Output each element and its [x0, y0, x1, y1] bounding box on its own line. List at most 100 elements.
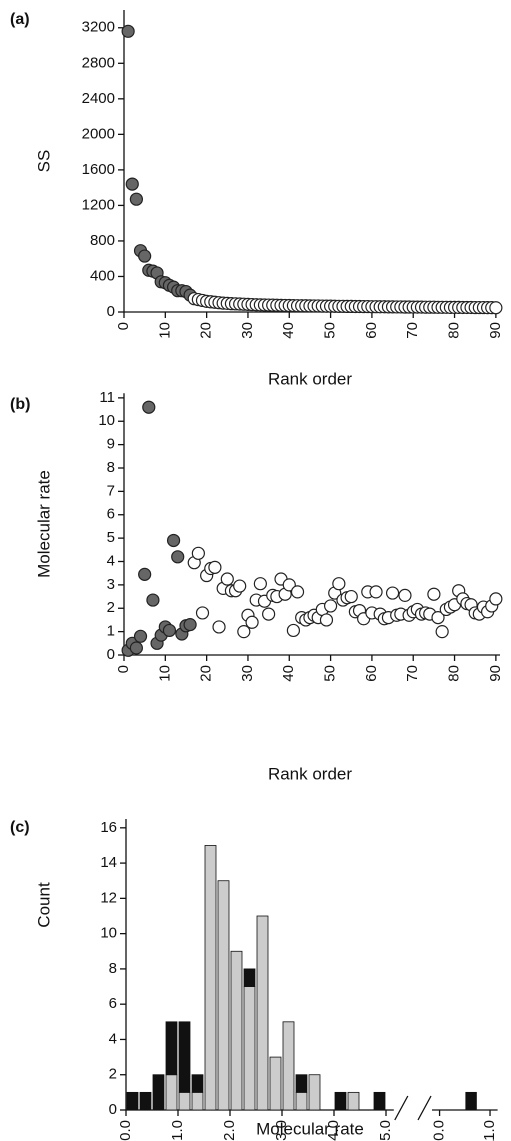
- point: [237, 625, 251, 639]
- panel-label: (a): [10, 11, 30, 28]
- y-tick-label: 2: [109, 1066, 117, 1083]
- x-tick-label: 30: [239, 322, 256, 339]
- x-tick-label: 80: [446, 665, 463, 682]
- point: [146, 593, 160, 607]
- y-axis-title: SS: [34, 150, 53, 173]
- x-axis-title: Molecular rate: [256, 1119, 364, 1138]
- x-tick-label: 3.0: [273, 1120, 290, 1141]
- x-tick-label: 90: [487, 665, 504, 682]
- bar-segment: [334, 1091, 347, 1111]
- point: [332, 577, 346, 591]
- y-tick-label: 14: [100, 854, 117, 871]
- point: [245, 615, 259, 629]
- bar-segment: [295, 1091, 308, 1111]
- y-tick-label: 1600: [82, 161, 115, 178]
- bar-segment: [139, 1091, 152, 1111]
- y-tick-label: 2000: [82, 125, 115, 142]
- x-tick-label: 60: [363, 665, 380, 682]
- x-tick-label: 0: [115, 322, 132, 330]
- bar-segment: [178, 1021, 191, 1093]
- x-tick-label: 0: [115, 665, 132, 673]
- bar-segment: [465, 1091, 477, 1111]
- x-tick-label: 90: [487, 322, 504, 339]
- bar-segment: [256, 915, 269, 1111]
- x-tick-label: 20: [198, 665, 215, 682]
- axis-break: [417, 1095, 432, 1121]
- point: [133, 629, 148, 643]
- y-tick-label: 0: [109, 1101, 117, 1118]
- x-tick-label: 40: [280, 322, 297, 339]
- x-tick-label: 70: [404, 322, 421, 339]
- x-tick-label: 2.0: [221, 1120, 238, 1141]
- y-tick-label: 2800: [82, 54, 115, 71]
- point: [142, 400, 156, 414]
- x-tick-label: 11.0: [481, 1120, 498, 1141]
- y-tick-label: 5: [107, 529, 115, 546]
- point: [286, 623, 301, 638]
- point: [129, 192, 143, 206]
- bar-segment: [282, 1021, 295, 1111]
- point: [138, 249, 152, 263]
- x-tick-label: 4.0: [325, 1120, 342, 1141]
- point: [212, 620, 226, 634]
- y-tick-label: 16: [100, 819, 117, 836]
- point: [162, 623, 177, 638]
- x-tick-label: 0.0: [117, 1120, 134, 1141]
- x-tick-label: 50: [322, 322, 339, 339]
- x-tick-label: 10: [156, 665, 173, 682]
- y-tick-label: 1200: [82, 196, 115, 213]
- x-tick-label: 10.0: [431, 1120, 448, 1141]
- y-tick-label: 0: [107, 646, 115, 663]
- bar-segment: [269, 1056, 282, 1111]
- x-tick-label: 50: [322, 665, 339, 682]
- bar-segment: [191, 1074, 204, 1093]
- y-tick-label: 2: [107, 599, 115, 616]
- y-tick-label: 12: [100, 889, 117, 906]
- y-tick-label: 10: [100, 925, 117, 942]
- y-tick-label: 4: [107, 552, 115, 569]
- point: [166, 533, 181, 548]
- bar-segment: [165, 1021, 178, 1076]
- point: [138, 567, 152, 581]
- y-tick-label: 10: [98, 412, 115, 429]
- x-tick-label: 5.0: [377, 1120, 394, 1141]
- point: [191, 546, 205, 560]
- y-tick-label: 3200: [82, 19, 115, 36]
- y-tick-label: 9: [107, 436, 115, 453]
- point: [369, 585, 383, 599]
- point: [282, 578, 296, 592]
- panel-label: (b): [10, 396, 30, 413]
- y-tick-label: 800: [90, 232, 115, 249]
- x-tick-label: 1.0: [169, 1120, 186, 1141]
- point: [323, 599, 338, 613]
- bar-segment: [217, 880, 230, 1111]
- bar-segment: [126, 1091, 139, 1111]
- bar-segment: [152, 1074, 165, 1111]
- point: [344, 589, 358, 604]
- point: [253, 577, 267, 591]
- point: [171, 550, 185, 564]
- point: [220, 572, 234, 586]
- point: [427, 587, 441, 601]
- bar-segment: [178, 1091, 191, 1111]
- bar-segment: [308, 1074, 321, 1111]
- axis-break: [394, 1095, 409, 1121]
- y-tick-label: 8: [107, 459, 115, 476]
- bar-segment: [243, 968, 256, 987]
- y-tick-label: 1: [107, 623, 115, 640]
- y-axis-title: Count: [34, 882, 53, 928]
- bar-segment: [373, 1091, 386, 1111]
- y-tick-label: 0: [107, 303, 115, 320]
- point: [233, 579, 247, 593]
- x-tick-label: 70: [404, 665, 421, 682]
- y-tick-label: 2400: [82, 90, 115, 107]
- point: [489, 301, 503, 315]
- bar-segment: [243, 986, 256, 1111]
- y-axis-title: Molecular rate: [34, 470, 53, 578]
- point: [195, 606, 210, 620]
- point: [121, 24, 135, 38]
- x-axis-title: Rank order: [268, 369, 352, 388]
- y-tick-label: 11: [99, 389, 115, 406]
- bar-segment: [230, 950, 243, 1111]
